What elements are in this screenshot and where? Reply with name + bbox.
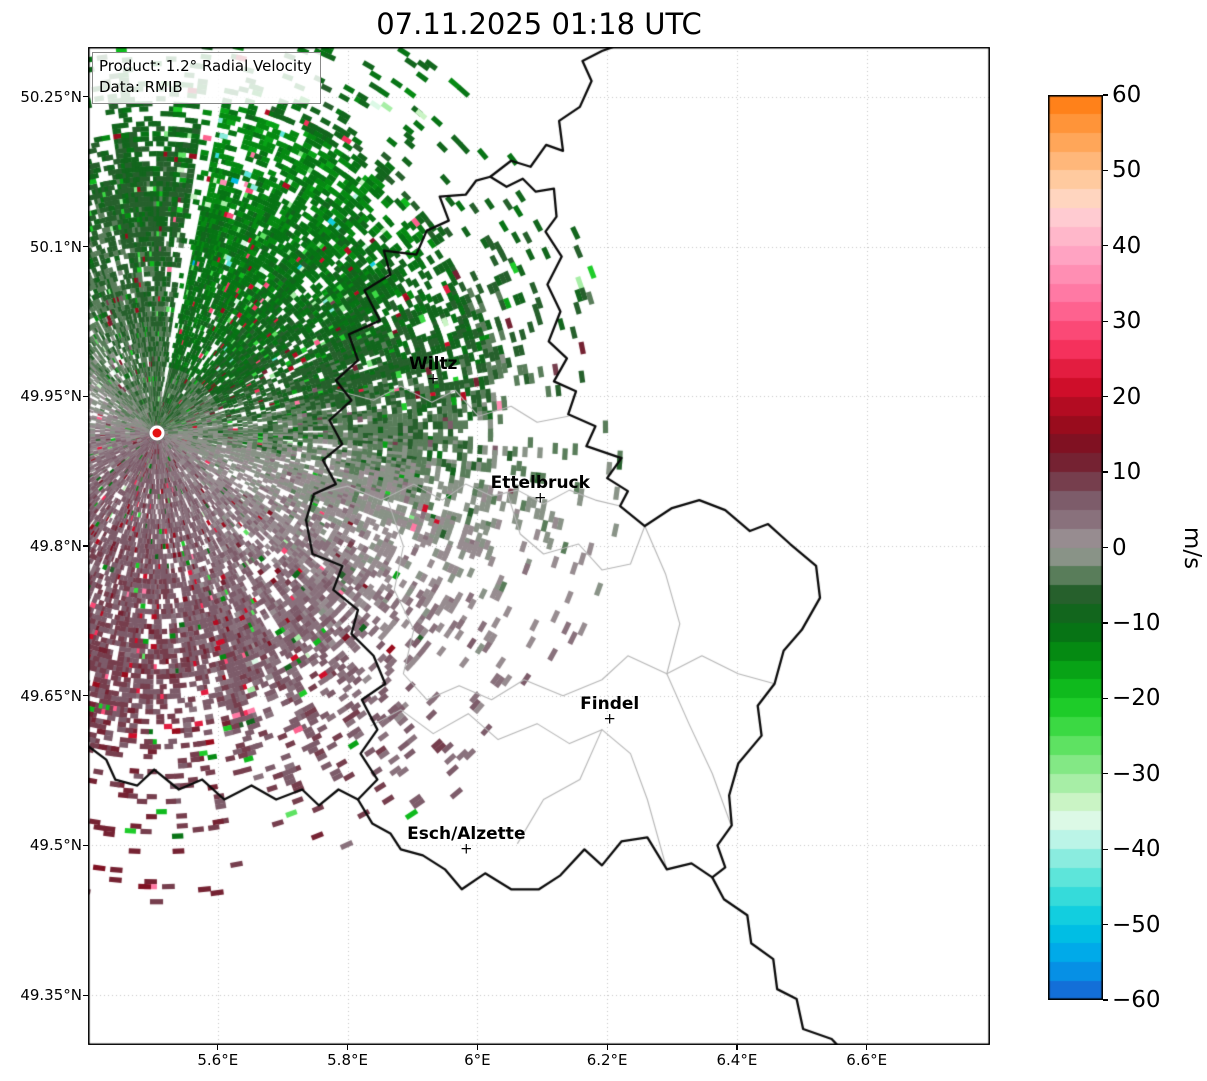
x-axis-tick: [346, 1045, 349, 1050]
y-axis-tick: [83, 395, 88, 397]
city-marker: +: [603, 709, 617, 728]
y-axis-tick-label: 49.95°N: [20, 387, 82, 406]
colorbar-tick-label: 10: [1112, 459, 1142, 486]
city-label: Wiltz: [409, 354, 458, 375]
city-marker: +: [426, 369, 440, 388]
x-axis-tick: [217, 1045, 219, 1050]
city-marker: +: [534, 488, 547, 507]
x-axis-tick-label: 6.4°E: [716, 1051, 758, 1069]
city-marker: +: [460, 839, 473, 858]
colorbar-tick: [1103, 923, 1108, 926]
x-axis-tick-label: 5.6°E: [197, 1051, 239, 1069]
y-axis-tick: [83, 246, 88, 248]
colorbar: [1048, 95, 1103, 1000]
colorbar-tick: [1103, 773, 1108, 775]
product-label: Product: 1.2° Radial Velocity: [99, 57, 312, 75]
colorbar-tick-label: −60: [1112, 987, 1161, 1013]
x-axis-tick-label: 6°E: [464, 1051, 491, 1069]
colorbar-tick: [1103, 471, 1108, 473]
colorbar-tick-label: 60: [1112, 82, 1142, 108]
y-axis-tick: [83, 994, 88, 996]
city-label: Findel: [580, 693, 640, 714]
product-info-box: Product: 1.2° Radial Velocity Data: RMIB: [92, 52, 321, 104]
colorbar-tick: [1103, 546, 1108, 549]
colorbar-tick: [1103, 622, 1108, 624]
colorbar-tick: [1103, 396, 1108, 398]
y-axis-tick-label: 50.1°N: [29, 237, 82, 256]
radar-site-marker: [149, 425, 165, 441]
y-axis-tick-label: 49.8°N: [29, 537, 82, 555]
colorbar-tick-label: −30: [1112, 760, 1161, 787]
colorbar-tick-label: −40: [1112, 836, 1161, 863]
x-axis-tick: [866, 1045, 868, 1050]
figure-title: 07.11.2025 01:18 UTC: [376, 7, 702, 41]
colorbar-tick-label: −50: [1112, 911, 1161, 938]
colorbar-tick: [1103, 169, 1108, 171]
x-axis-tick: [476, 1045, 478, 1050]
colorbar-tick-label: 50: [1112, 157, 1142, 184]
colorbar-tick: [1103, 999, 1108, 1001]
colorbar-tick-label: 30: [1112, 308, 1142, 335]
colorbar-tick: [1103, 697, 1108, 699]
colorbar-tick-label: 40: [1112, 232, 1142, 259]
colorbar-tick-label: −10: [1112, 609, 1161, 636]
y-axis-tick-label: 50.25°N: [20, 87, 82, 106]
y-axis-tick: [83, 96, 88, 98]
city-label: Ettelbruck: [490, 473, 590, 494]
radar-map-canvas: [88, 47, 990, 1045]
colorbar-tick: [1103, 245, 1108, 247]
colorbar-tick-label: 0: [1112, 534, 1127, 561]
colorbar-tick: [1103, 94, 1108, 96]
colorbar-tick-label: 20: [1112, 383, 1142, 410]
colorbar-tick: [1103, 320, 1108, 322]
colorbar-tick-label: −20: [1112, 685, 1161, 712]
x-axis-tick-label: 6.6°E: [846, 1051, 888, 1069]
y-axis-tick: [83, 545, 88, 547]
city-label: Esch/Alzette: [407, 824, 526, 845]
y-axis-tick-label: 49.5°N: [29, 836, 82, 855]
colorbar-unit-label: m/s: [1179, 526, 1205, 570]
x-axis-tick: [736, 1045, 738, 1050]
y-axis-tick: [83, 844, 88, 846]
colorbar-tick: [1103, 848, 1108, 850]
y-axis-tick-label: 49.35°N: [20, 986, 82, 1005]
x-axis-tick-label: 5.8°E: [327, 1051, 368, 1069]
y-axis-tick-label: 49.65°N: [20, 686, 82, 705]
x-axis-tick: [606, 1045, 608, 1050]
y-axis-tick: [83, 695, 88, 697]
data-source-label: Data: RMIB: [99, 78, 183, 97]
x-axis-tick-label: 6.2°E: [586, 1051, 628, 1069]
